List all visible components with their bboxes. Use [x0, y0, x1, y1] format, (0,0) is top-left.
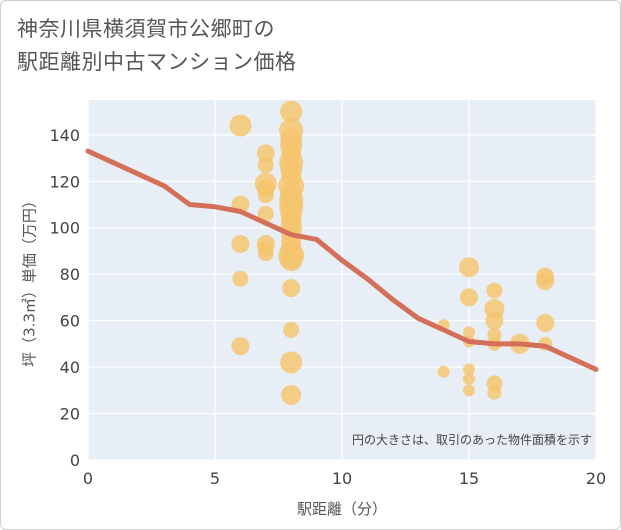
data-bubble [257, 157, 274, 174]
gridlines [87, 100, 597, 461]
y-tick-label: 40 [60, 358, 80, 377]
data-bubble [437, 365, 450, 378]
data-bubble [536, 313, 555, 332]
x-tick-label: 5 [210, 469, 220, 488]
data-bubble [282, 279, 301, 298]
chart-title: 神奈川県横須賀市公郷町の 駅距離別中古マンション価格 [17, 13, 297, 79]
data-bubble [231, 235, 250, 253]
trend-line [85, 148, 599, 372]
data-bubble [485, 311, 504, 330]
y-axis-ticks: 0 20 40 60 80 100 120 140 [49, 126, 80, 470]
data-bubble [256, 144, 275, 163]
y-tick-label: 0 [70, 451, 80, 470]
y-tick-label: 140 [49, 126, 80, 145]
x-tick-label: 15 [459, 469, 479, 488]
y-tick-label: 100 [49, 219, 80, 238]
data-bubble [281, 384, 302, 405]
data-bubble [280, 351, 303, 374]
data-bubble [460, 288, 478, 307]
x-axis-ticks: 0 5 10 15 20 [83, 469, 606, 488]
data-bubble [536, 272, 555, 291]
y-axis-label: 坪（3.3㎡）単価（万円） [21, 193, 39, 367]
title-line-1: 神奈川県横須賀市公郷町の [17, 17, 275, 41]
data-bubble [257, 187, 274, 204]
size-note: 円の大きさは、取引のあった物件面積を示す [352, 432, 592, 447]
data-bubble [229, 114, 252, 137]
data-bubble [257, 205, 274, 222]
data-bubble [463, 384, 475, 397]
data-bubble [486, 282, 503, 299]
y-tick-label: 120 [49, 172, 80, 191]
x-axis-label: 駅距離（分） [297, 500, 387, 518]
data-bubble [232, 270, 249, 287]
data-bubble [231, 337, 250, 356]
data-bubble [280, 249, 303, 272]
data-bubble [487, 385, 502, 400]
y-tick-label: 60 [60, 312, 80, 331]
data-bubble [463, 326, 475, 339]
x-tick-label: 10 [332, 469, 352, 488]
y-tick-label: 80 [60, 265, 80, 284]
x-tick-label: 20 [586, 469, 606, 488]
data-bubble [280, 100, 303, 123]
data-bubble [257, 245, 274, 262]
data-bubble [459, 257, 479, 278]
y-tick-label: 20 [60, 405, 80, 424]
x-tick-label: 0 [83, 469, 93, 488]
data-bubble [463, 363, 475, 376]
data-bubble [463, 372, 475, 385]
data-bubble [283, 321, 300, 338]
title-line-2: 駅距離別中古マンション価格 [17, 50, 297, 74]
